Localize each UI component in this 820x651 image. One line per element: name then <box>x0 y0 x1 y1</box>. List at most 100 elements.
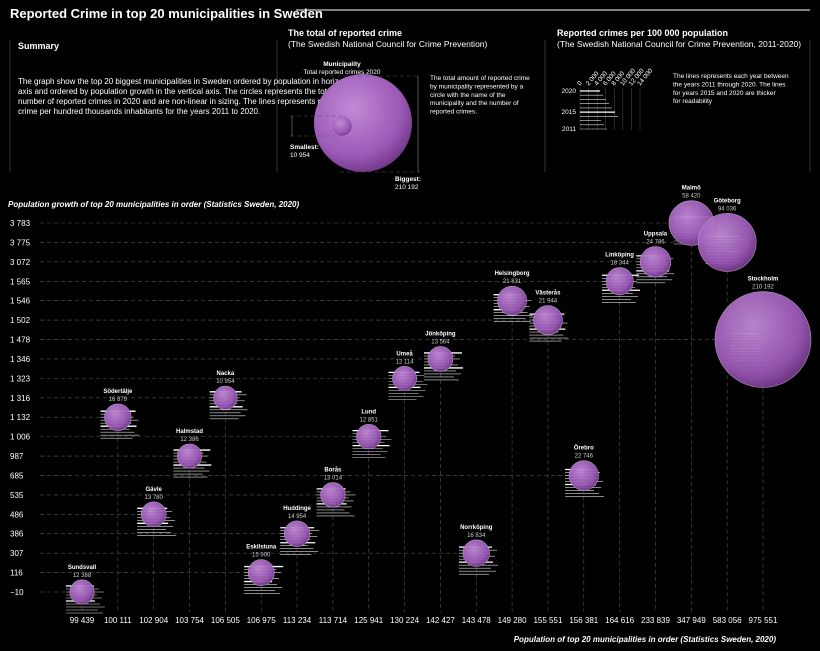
y-tick-label: 3 072 <box>10 258 31 267</box>
crime-bubble <box>69 579 95 605</box>
legend-total-description: The total amount of reported crime by mun… <box>430 75 530 116</box>
data-point: Göteborg 94 036 <box>697 198 757 272</box>
data-point: Helsingborg 21 831 <box>493 271 533 322</box>
legend-municipality-sub: Total reported crimes 2020 <box>304 69 381 76</box>
crime-bubble <box>140 501 167 528</box>
x-tick-label: 106 975 <box>247 616 276 625</box>
x-tick-label: 100 111 <box>104 616 132 625</box>
y-tick-label: 386 <box>10 530 24 539</box>
municipality-name: Södertälje <box>103 389 133 395</box>
y-tick-label: 307 <box>10 549 24 558</box>
summary-heading: Summary <box>18 41 59 51</box>
data-point: Umeå 12 114 <box>388 350 428 400</box>
y-tick-label: 1 132 <box>10 413 31 422</box>
crime-bubble <box>213 385 238 410</box>
municipality-crimes: 15 900 <box>252 553 271 559</box>
data-point: Eskilstuna 15 900 <box>244 545 284 594</box>
legend-municipality-label: Municipality <box>323 61 361 68</box>
municipality-name: Linköping <box>605 253 634 259</box>
y-tick-label: 1 316 <box>10 394 31 403</box>
municipality-name: Stockholm <box>748 277 779 283</box>
y-tick-label: 3 775 <box>10 238 31 247</box>
municipality-crimes: 16 879 <box>109 397 128 403</box>
crime-bubble <box>639 246 672 278</box>
municipality-name: Sundsvall <box>68 565 97 571</box>
municipality-crimes: 13 780 <box>145 495 164 501</box>
crime-bubble <box>714 291 812 388</box>
municipality-name: Göteborg <box>714 198 741 204</box>
crime-bubble <box>462 539 490 567</box>
rate-scale-tick: 0 <box>576 80 584 88</box>
municipality-name: Uppsala <box>644 232 668 238</box>
legend-total-source: (The Swedish National Council for Crime … <box>288 39 488 49</box>
x-tick-label: 347 949 <box>677 616 706 625</box>
municipality-name: Umeå <box>396 350 413 357</box>
crime-bubble <box>605 267 634 296</box>
legend-rate-source: (The Swedish National Council for Crime … <box>557 39 801 49</box>
municipality-name: Halmstad <box>176 429 203 435</box>
y-tick-label: 486 <box>10 510 24 519</box>
rate-legend-year: 2020 <box>562 88 577 95</box>
crime-bubble <box>247 559 275 586</box>
y-tick-label: 1 565 <box>10 277 31 286</box>
rate-legend-year: 2011 <box>562 126 576 133</box>
municipality-crimes: 24 786 <box>646 240 665 246</box>
municipality-crimes: 10 954 <box>216 379 235 385</box>
municipality-crimes: 16 834 <box>467 533 486 539</box>
data-point: Norrköping 16 834 <box>458 525 498 575</box>
municipality-crimes: 12 851 <box>360 417 379 423</box>
x-tick-label: 106 505 <box>211 616 240 625</box>
x-tick-label: 103 754 <box>175 616 204 625</box>
municipality-crimes: 94 036 <box>718 206 737 212</box>
x-tick-label: 156 381 <box>569 616 598 625</box>
y-axis-title: Population growth of top 20 municipaliti… <box>8 200 299 209</box>
data-point: Södertälje 16 879 <box>100 389 140 439</box>
y-tick-label: 116 <box>10 569 23 578</box>
data-point: Borås 13 014 <box>316 467 356 517</box>
municipality-crimes: 12 386 <box>180 437 199 443</box>
legend-smallest-label: Smallest: <box>290 144 319 151</box>
municipality-crimes: 21 944 <box>539 299 558 305</box>
municipality-name: Helsingborg <box>495 271 530 277</box>
plot-area: −10 116 307 386 486 535 685 987 1 006 1 132 1 316 1… <box>10 186 812 625</box>
municipality-crimes: 13 564 <box>431 339 450 345</box>
x-tick-label: 164 616 <box>605 616 634 625</box>
data-point: Örebro 22 746 <box>565 445 605 497</box>
y-tick-label: 685 <box>10 471 24 480</box>
data-point: Linköping 18 344 <box>601 253 640 303</box>
crime-bubble <box>283 520 311 547</box>
crime-bubble <box>104 403 132 431</box>
x-tick-label: 113 714 <box>319 616 348 625</box>
x-tick-label: 125 941 <box>354 616 383 625</box>
y-tick-label: 1 346 <box>10 355 31 364</box>
municipality-name: Huddinge <box>283 506 311 512</box>
legend-small-bubble <box>331 115 353 137</box>
municipality-name: Örebro <box>574 445 594 452</box>
municipality-name: Gävle <box>146 487 163 493</box>
x-tick-label: 233 839 <box>641 616 670 625</box>
municipality-crimes: 12 388 <box>73 573 92 579</box>
municipality-name: Malmö <box>682 186 701 192</box>
municipality-crimes: 13 014 <box>324 476 343 482</box>
legend-total-heading: The total of reported crime <box>288 28 402 38</box>
crime-bubble <box>320 482 346 508</box>
data-point: Nacka 10 954 <box>209 371 248 420</box>
municipality-crimes: 22 746 <box>575 454 594 460</box>
y-tick-label: 535 <box>10 491 24 500</box>
x-tick-label: 142 427 <box>426 616 455 625</box>
y-tick-label: 987 <box>10 452 24 461</box>
crime-bubble <box>697 213 757 272</box>
data-point: Västerås 21 944 <box>529 290 569 342</box>
municipality-name: Borås <box>324 467 342 474</box>
crime-bubble <box>392 365 417 391</box>
data-point: Sundsvall 12 388 <box>65 565 105 614</box>
x-tick-label: 975 551 <box>749 616 778 625</box>
x-tick-label: 143 478 <box>462 616 491 625</box>
municipality-crimes: 14 954 <box>288 514 307 520</box>
crime-bubble <box>497 285 527 316</box>
x-tick-label: 113 234 <box>283 616 312 625</box>
y-tick-label: 1 323 <box>10 374 31 383</box>
data-point: Stockholm 210 192 <box>714 277 812 388</box>
